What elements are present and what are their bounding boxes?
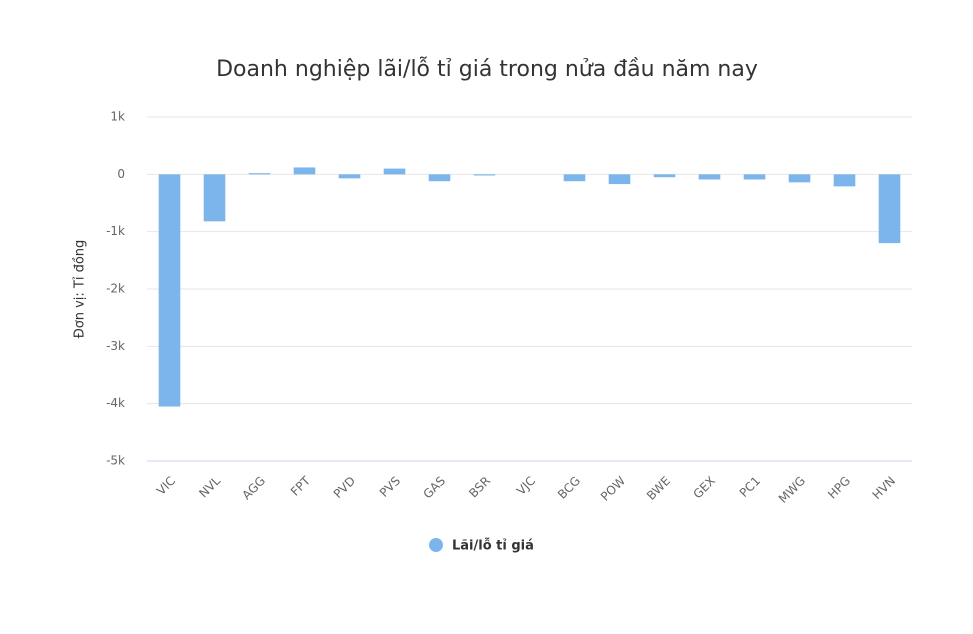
y-tick-label: -5k bbox=[106, 454, 125, 468]
y-tick-label: -2k bbox=[106, 282, 125, 296]
x-tick-label: PC1 bbox=[737, 474, 763, 500]
x-tick-label: FPT bbox=[288, 473, 314, 499]
y-tick-label: -1k bbox=[106, 224, 125, 238]
y-tick-label: 1k bbox=[110, 110, 125, 124]
bar bbox=[653, 174, 676, 178]
legend-marker bbox=[429, 538, 443, 552]
x-tick-label: MWG bbox=[776, 474, 808, 506]
x-tick-label: PVD bbox=[331, 474, 358, 501]
x-tick-label: HVN bbox=[870, 474, 898, 502]
legend-label: Lãi/lỗ tỉ giá bbox=[452, 539, 534, 554]
bar bbox=[428, 174, 451, 182]
bar bbox=[878, 174, 901, 244]
bar bbox=[338, 174, 361, 179]
bar bbox=[158, 174, 181, 407]
x-tick-label: HPG bbox=[825, 474, 853, 502]
bar bbox=[698, 174, 721, 180]
bar bbox=[203, 174, 226, 222]
bar bbox=[608, 174, 631, 185]
bar bbox=[833, 174, 856, 187]
x-tick-label: PVS bbox=[377, 474, 403, 500]
x-tick-label: BWE bbox=[644, 474, 673, 503]
x-tick-label: BSR bbox=[466, 474, 493, 501]
bar bbox=[743, 174, 766, 180]
x-tick-label: NVL bbox=[196, 473, 223, 500]
x-tick-label: BCG bbox=[555, 474, 583, 502]
bar bbox=[383, 168, 406, 175]
bar bbox=[563, 174, 586, 182]
y-tick-label: -4k bbox=[106, 396, 125, 410]
bar bbox=[293, 167, 316, 175]
y-axis-label: Đơn vị: Tỉ đồng bbox=[73, 240, 88, 339]
chart-title: Doanh nghiệp lãi/lỗ tỉ giá trong nửa đầu… bbox=[216, 56, 758, 82]
x-tick-label: GAS bbox=[420, 474, 448, 502]
x-tick-label: VJC bbox=[514, 474, 538, 498]
y-tick-label: 0 bbox=[117, 167, 125, 181]
bar bbox=[473, 174, 496, 176]
bar bbox=[788, 174, 811, 183]
x-tick-label: AGG bbox=[239, 474, 268, 503]
x-tick-label: POW bbox=[598, 474, 628, 504]
x-tick-label: VIC bbox=[154, 474, 178, 498]
x-tick-label: GEX bbox=[690, 474, 718, 502]
y-tick-label: -3k bbox=[106, 339, 125, 353]
bar bbox=[248, 173, 271, 175]
